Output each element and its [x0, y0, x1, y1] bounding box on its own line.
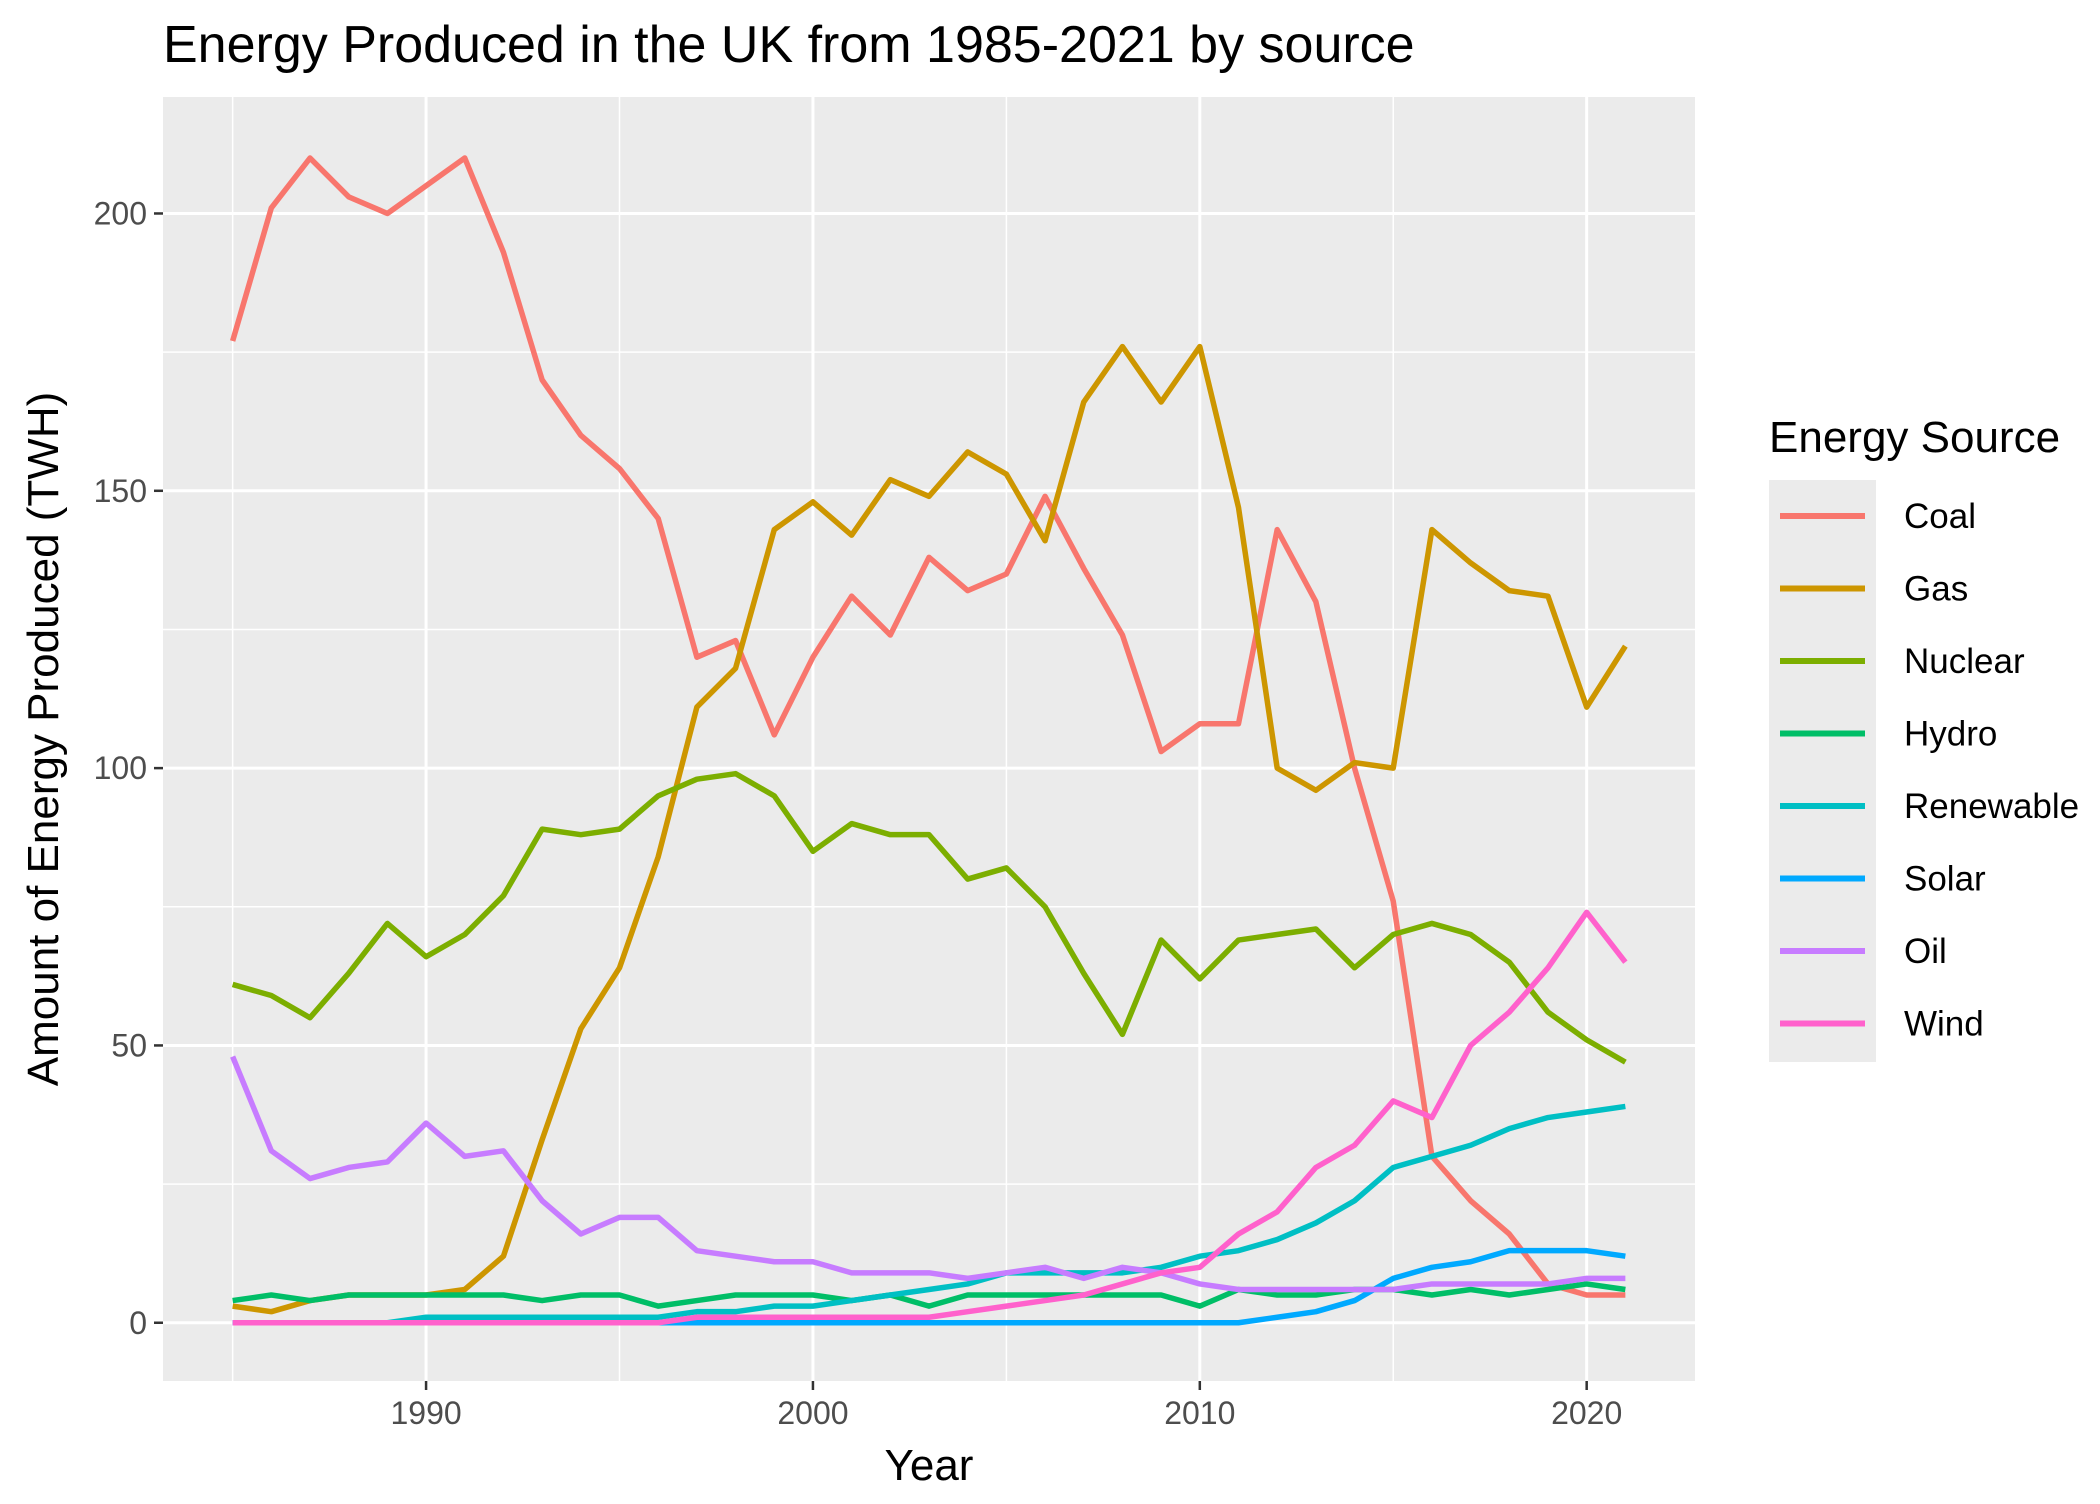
- legend-label-coal: Coal: [1904, 497, 1976, 536]
- grid-lines: [163, 97, 1695, 1381]
- legend-label-hydro: Hydro: [1904, 715, 1997, 754]
- legend: Energy Source Coal Gas Nuclear Hydro Renewab…: [1769, 413, 2079, 1062]
- x-tick-label: 2010: [1164, 1395, 1235, 1431]
- series-line-nuclear: [231, 770, 1627, 1065]
- legend-label-oil: Oil: [1904, 932, 1947, 971]
- legend-label-renewable: Renewable: [1904, 787, 2079, 826]
- series-line-oil: [230, 1055, 1626, 1293]
- x-tick-label: 1990: [390, 1395, 461, 1431]
- y-tick-label: 0: [129, 1305, 147, 1341]
- legend-label-wind: Wind: [1904, 1005, 1984, 1044]
- series-line-gas: [232, 343, 1628, 1315]
- x-tick-label: 2020: [1551, 1395, 1622, 1431]
- series-line-renewable: [232, 1103, 1626, 1326]
- plot-panel: [163, 97, 1695, 1381]
- y-tick-label: 150: [94, 473, 147, 509]
- series-lines: [229, 155, 1628, 1326]
- legend-title: Energy Source: [1769, 413, 2060, 462]
- axes: 0 50 100 150 200 1990 2000 2010 2020: [94, 195, 1623, 1431]
- legend-label-solar: Solar: [1904, 860, 1986, 899]
- chart-title: Energy Produced in the UK from 1985-2021…: [163, 16, 1415, 74]
- x-tick-label: 2000: [777, 1395, 848, 1431]
- x-axis-title: Year: [885, 1441, 974, 1490]
- y-tick-label: 50: [111, 1027, 147, 1063]
- series-line-coal: [229, 155, 1626, 1298]
- y-tick-label: 200: [94, 195, 147, 231]
- series-line-wind: [232, 909, 1628, 1326]
- legend-keys-background: [1769, 480, 1876, 1062]
- legend-label-nuclear: Nuclear: [1904, 642, 2025, 681]
- y-axis-title: Amount of Energy Produced (TWH): [19, 392, 68, 1086]
- legend-label-gas: Gas: [1904, 570, 1968, 609]
- y-tick-label: 100: [94, 750, 147, 786]
